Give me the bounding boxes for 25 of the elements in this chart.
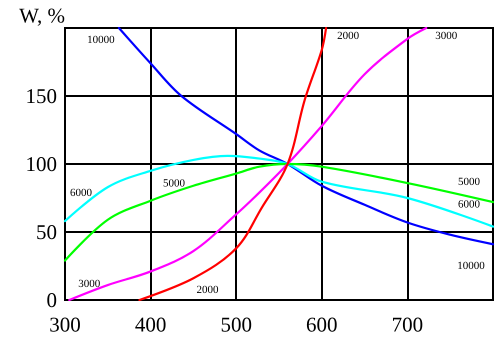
series-label: 10000	[87, 34, 116, 46]
x-tick-label: 500	[220, 312, 252, 336]
series-label: 2000	[196, 284, 219, 296]
x-tick-label: 600	[306, 312, 338, 336]
y-tick-label: 0	[46, 288, 57, 312]
line-series	[64, 162, 494, 262]
series-label: 3000	[78, 278, 101, 290]
line-series	[118, 26, 494, 246]
line-series	[68, 26, 428, 302]
y-axis-title: W, %	[19, 4, 65, 28]
text: 2000	[337, 30, 360, 42]
line-series	[64, 154, 494, 228]
series-label: 6000	[70, 187, 92, 200]
text: 5000	[458, 176, 480, 188]
text: 6000	[458, 198, 480, 211]
x-tick-label: 300	[49, 312, 81, 336]
y-tick-label: 50	[36, 220, 57, 244]
line-series	[138, 26, 328, 302]
x-tick-label: 400	[134, 312, 166, 336]
series-label: 5000	[163, 178, 186, 190]
y-tick-label: 150	[26, 84, 57, 108]
text: 10000	[457, 260, 485, 272]
y-tick-label: 100	[26, 152, 57, 176]
text: 3000	[435, 30, 458, 42]
x-tick-label: 700	[392, 312, 424, 336]
